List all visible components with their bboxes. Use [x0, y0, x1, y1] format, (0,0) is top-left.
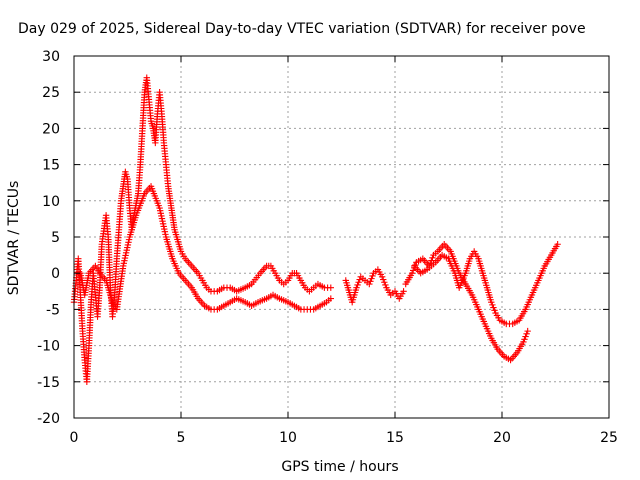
data-point — [355, 279, 362, 286]
data-point — [400, 288, 407, 295]
data-point — [428, 257, 435, 264]
x-axis-label: GPS time / hours — [281, 459, 398, 475]
data-point — [369, 272, 376, 280]
data-point — [524, 327, 531, 335]
y-tick-label: -10 — [37, 339, 60, 355]
x-tick-label: 25 — [600, 430, 618, 446]
data-point — [521, 336, 528, 343]
data-point — [489, 301, 496, 309]
data-point — [523, 330, 530, 338]
data-point — [368, 275, 375, 282]
y-tick-label: -20 — [37, 411, 60, 427]
data-point — [354, 281, 361, 289]
y-tick-label: -5 — [46, 302, 60, 318]
y-tick-label: 25 — [42, 85, 60, 101]
data-point — [382, 281, 389, 289]
data-point — [554, 241, 561, 248]
data-point — [356, 276, 363, 283]
data-point — [429, 254, 436, 262]
data-point — [378, 273, 386, 281]
y-tick-label: 15 — [42, 158, 60, 174]
data-point — [327, 284, 334, 291]
data-point — [488, 298, 495, 306]
series-track-4 — [402, 241, 531, 364]
y-tick-label: -15 — [37, 375, 60, 391]
data-point — [408, 270, 416, 277]
data-point — [520, 338, 527, 346]
y-tick-label: 10 — [42, 194, 60, 210]
series-track-3 — [342, 266, 407, 306]
series-track-5 — [411, 241, 561, 328]
chart-title: Day 029 of 2025, Sidereal Day-to-day VTE… — [18, 21, 586, 37]
y-axis-label: SDTVAR / TECUs — [6, 181, 22, 296]
x-tick-label: 5 — [177, 430, 186, 446]
data-point — [522, 333, 529, 340]
data-point — [427, 260, 434, 267]
x-tick-label: 10 — [279, 430, 297, 446]
data-point — [353, 284, 360, 291]
x-tick-label: 20 — [493, 430, 511, 446]
y-tick-label: 5 — [51, 230, 60, 246]
x-tick-label: 15 — [386, 430, 404, 446]
plot-area — [70, 74, 561, 385]
data-point — [327, 295, 334, 302]
axis-ticks: 0 5 10 15 20 25 -20 -15 -10 -5 0 5 10 15 20 25 30 — [37, 49, 618, 446]
y-tick-label: 0 — [51, 266, 60, 282]
data-point — [366, 280, 373, 288]
data-point — [490, 304, 497, 311]
data-point — [380, 276, 387, 283]
data-point — [491, 307, 498, 314]
x-tick-label: 0 — [70, 430, 79, 446]
y-tick-label: 20 — [42, 121, 60, 137]
y-tick-label: 30 — [42, 49, 60, 65]
data-point — [381, 279, 388, 286]
series-track-2 — [77, 183, 334, 313]
data-point — [367, 278, 374, 285]
